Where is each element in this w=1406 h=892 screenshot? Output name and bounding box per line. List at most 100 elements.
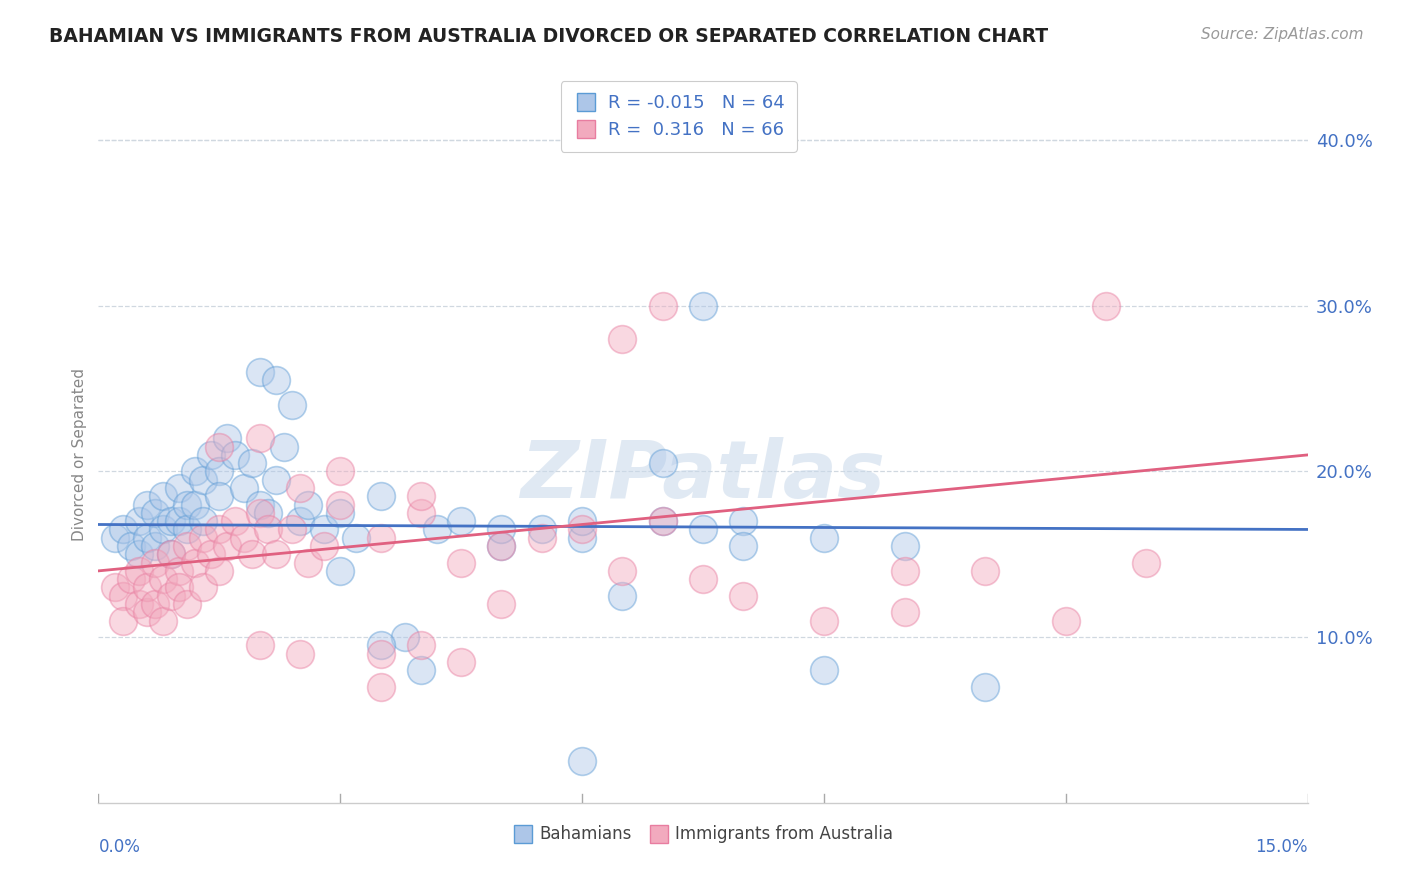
Point [208,440,231,454]
Point [264,547,287,561]
Point [612,332,634,346]
Point [409,639,432,653]
Point [217,539,239,553]
Point [530,531,553,545]
Point [184,465,207,479]
Point [571,755,593,769]
Point [571,523,593,537]
Point [426,523,449,537]
Legend: Bahamians, Immigrants from Australia: Bahamians, Immigrants from Australia [506,819,900,850]
Point [135,531,157,545]
Point [224,448,246,462]
Point [394,630,416,644]
Point [813,663,835,677]
Point [256,523,278,537]
Point [409,489,432,503]
Point [893,605,915,619]
Point [193,473,215,487]
Point [256,506,278,520]
Point [193,581,215,595]
Point [1135,556,1157,570]
Point [128,597,150,611]
Point [193,531,215,545]
Point [200,448,222,462]
Point [893,564,915,578]
Point [370,647,392,661]
Point [314,539,336,553]
Point [281,523,304,537]
Text: 0.0%: 0.0% [98,838,141,855]
Point [571,531,593,545]
Point [612,564,634,578]
Point [208,564,231,578]
Point [143,556,166,570]
Point [135,581,157,595]
Point [240,456,263,470]
Point [128,514,150,528]
Point [281,398,304,412]
Point [450,556,472,570]
Point [329,465,352,479]
Point [128,547,150,561]
Point [167,581,190,595]
Point [530,523,553,537]
Point [651,456,673,470]
Point [651,514,673,528]
Point [450,514,472,528]
Point [974,564,997,578]
Point [249,498,271,512]
Text: ZIPatlas: ZIPatlas [520,437,886,515]
Point [370,639,392,653]
Point [184,556,207,570]
Point [143,506,166,520]
Point [167,481,190,495]
Point [176,597,198,611]
Point [152,572,174,586]
Text: BAHAMIAN VS IMMIGRANTS FROM AUSTRALIA DIVORCED OR SEPARATED CORRELATION CHART: BAHAMIAN VS IMMIGRANTS FROM AUSTRALIA DI… [49,27,1049,45]
Point [217,431,239,445]
Point [176,523,198,537]
Point [273,440,295,454]
Point [297,498,319,512]
Point [152,523,174,537]
Point [193,514,215,528]
Point [288,514,311,528]
Point [111,523,134,537]
Point [160,514,183,528]
Point [893,539,915,553]
Point [111,614,134,628]
Point [152,489,174,503]
Point [612,589,634,603]
Point [264,373,287,387]
Point [651,514,673,528]
Point [491,523,513,537]
Point [120,539,142,553]
Point [651,299,673,313]
Point [103,581,125,595]
Point [409,663,432,677]
Point [1095,299,1118,313]
Point [1054,614,1077,628]
Point [249,431,271,445]
Point [344,531,367,545]
Point [103,531,125,545]
Point [288,647,311,661]
Point [813,614,835,628]
Point [224,514,246,528]
Y-axis label: Divorced or Separated: Divorced or Separated [72,368,87,541]
Text: Source: ZipAtlas.com: Source: ZipAtlas.com [1201,27,1364,42]
Point [249,506,271,520]
Point [692,523,714,537]
Point [370,680,392,694]
Point [167,514,190,528]
Point [491,539,513,553]
Point [409,506,432,520]
Point [160,547,183,561]
Point [692,572,714,586]
Point [111,589,134,603]
Point [208,489,231,503]
Point [128,564,150,578]
Point [733,539,755,553]
Point [329,564,352,578]
Point [733,514,755,528]
